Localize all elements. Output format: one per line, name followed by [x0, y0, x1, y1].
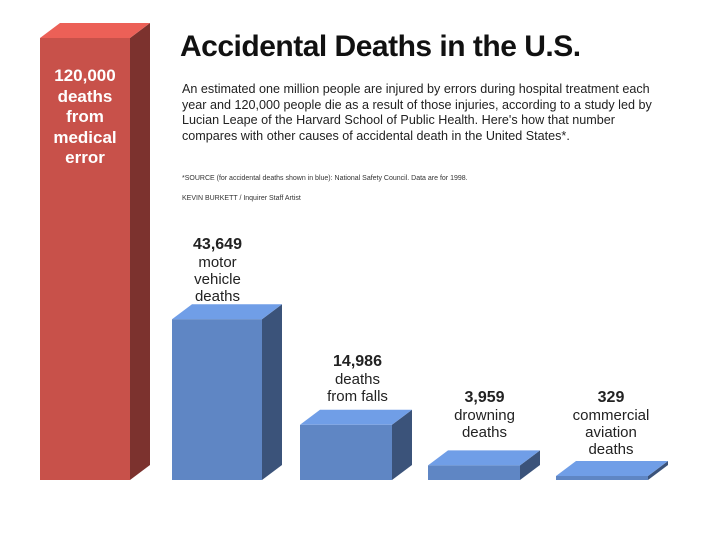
bar-front-face: [40, 38, 130, 480]
bar-category-line: from falls: [327, 388, 388, 405]
bar-value-label: 43,649: [193, 236, 242, 253]
bar-category-line: error: [65, 148, 105, 167]
bar-category-line: deaths: [461, 424, 508, 441]
bar-category-line: motor: [198, 254, 237, 271]
artist-credit: KEVIN BURKETT / Inquirer Staff Artist: [182, 195, 301, 202]
bar-top-face: [172, 304, 282, 320]
bar-category-line: commercial: [572, 407, 650, 424]
bar-value-label: 120,000: [54, 66, 116, 85]
bar-side-face: [262, 304, 282, 480]
bar-top-face: [428, 450, 540, 466]
bar-top-face: [40, 23, 150, 38]
bar-front-face: [428, 465, 520, 480]
bar-top-face: [300, 409, 412, 425]
bar: [40, 23, 150, 480]
bar: [172, 304, 282, 480]
bar-value-label: 329: [597, 389, 625, 406]
bar-category-line: from: [66, 107, 104, 126]
bar-category-line: deaths: [57, 86, 113, 106]
bar-label-aviation: 329 commercial aviation deaths: [555, 388, 667, 458]
bar-top-face: [556, 461, 668, 476]
bar-front-face: [556, 476, 648, 480]
bar-category-line: deaths: [588, 441, 634, 458]
source-note: *SOURCE (for accidental deaths shown in …: [182, 175, 468, 182]
bar-label-medical-error: 120,000 deaths from medical error: [40, 66, 130, 169]
bar: [300, 409, 412, 480]
bar-side-face: [648, 461, 668, 480]
chart-title: Accidental Deaths in the U.S.: [180, 30, 581, 63]
bar-side-face: [130, 23, 150, 480]
bar: [428, 450, 540, 480]
bar-label-motor-vehicle: 43,649 motor vehicle deaths: [170, 235, 265, 305]
bar-category-line: deaths: [334, 371, 381, 388]
intro-text: An estimated one million people are inju…: [182, 82, 652, 143]
bar-value-label: 3,959: [464, 389, 505, 406]
bar-category-line: medical: [53, 127, 117, 147]
bar-label-drowning: 3,959 drowning deaths: [432, 388, 537, 441]
bar-front-face: [172, 319, 262, 480]
bar-category-line: vehicle: [194, 271, 241, 288]
bar: [556, 461, 668, 480]
bar-label-falls: 14,986 deaths from falls: [305, 352, 410, 405]
bar-category-line: aviation: [585, 424, 637, 441]
bar-side-face: [520, 450, 540, 480]
bar-category-line: drowning: [454, 407, 515, 424]
bar-side-face: [392, 409, 412, 480]
bar-value-label: 14,986: [333, 353, 382, 370]
bar-front-face: [300, 424, 392, 480]
bar-category-line: deaths: [194, 288, 241, 305]
